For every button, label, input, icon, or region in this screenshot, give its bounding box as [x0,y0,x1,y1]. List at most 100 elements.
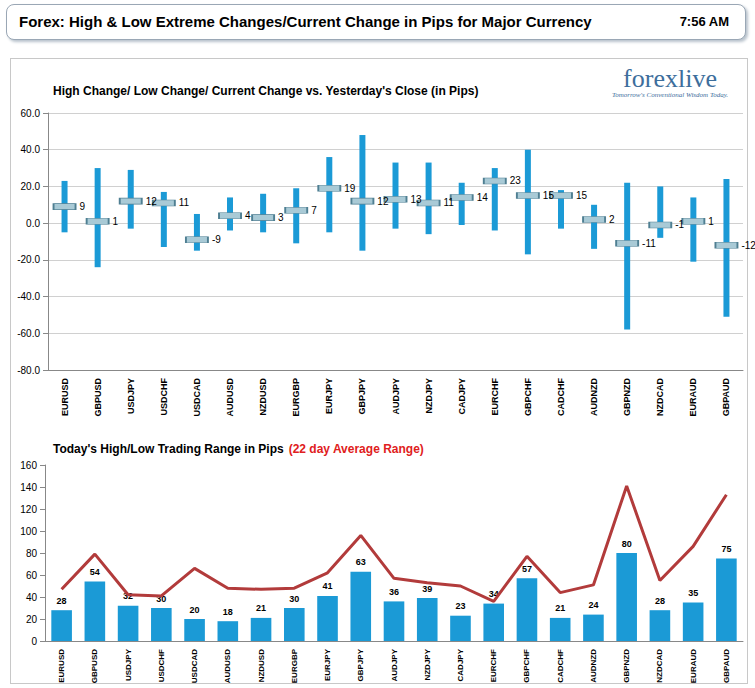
svg-text:NZDCAD: NZDCAD [655,378,665,416]
svg-text:Today's High/Low Trading Range: Today's High/Low Trading Range in Pips [53,442,284,456]
svg-text:54: 54 [90,567,100,577]
svg-text:CADJPY: CADJPY [456,648,465,681]
svg-text:(22 day Average Range): (22 day Average Range) [289,442,424,456]
svg-text:USDCHF: USDCHF [159,377,169,415]
svg-text:AUDJPY: AUDJPY [390,648,399,681]
svg-text:NZDJPY: NZDJPY [423,648,432,680]
svg-text:EURAUD: EURAUD [688,378,698,417]
svg-text:15: 15 [576,190,588,201]
svg-text:EURJPY: EURJPY [324,378,334,414]
svg-text:41: 41 [323,581,333,591]
svg-text:12: 12 [377,196,389,207]
svg-text:100: 100 [20,526,37,537]
svg-text:19: 19 [344,183,356,194]
svg-text:GBPCHF: GBPCHF [523,377,533,416]
svg-text:24: 24 [588,600,598,610]
svg-text:GBPUSD: GBPUSD [90,649,99,683]
svg-text:12: 12 [146,196,158,207]
svg-text:EURUSD: EURUSD [57,649,66,683]
svg-text:1: 1 [708,216,714,227]
svg-text:AUDNZD: AUDNZD [589,378,599,416]
svg-text:4: 4 [245,210,251,221]
svg-text:1: 1 [113,216,119,227]
svg-text:USDCAD: USDCAD [192,378,202,417]
svg-text:EURCHF: EURCHF [490,377,500,415]
svg-text:EURGBP: EURGBP [291,378,301,417]
svg-text:High Change/ Low Change/ Curre: High Change/ Low Change/ Current Change … [53,84,478,98]
svg-text:21: 21 [256,603,266,613]
svg-text:2: 2 [609,214,615,225]
svg-text:9: 9 [80,201,86,212]
svg-text:20.0: 20.0 [21,181,41,192]
svg-text:-1: -1 [675,219,684,230]
svg-text:GBPJPY: GBPJPY [356,648,365,681]
svg-text:USDJPY: USDJPY [126,378,136,414]
svg-text:36: 36 [389,587,399,597]
svg-text:7: 7 [311,205,317,216]
svg-text:USDCAD: USDCAD [190,649,199,683]
svg-text:-11: -11 [642,238,656,249]
svg-text:CADCHF: CADCHF [556,378,566,416]
svg-text:39: 39 [422,584,432,594]
svg-text:EURAUD: EURAUD [689,649,698,683]
svg-text:-40.0: -40.0 [17,291,40,302]
svg-text:EURGBP: EURGBP [290,648,299,683]
svg-text:80: 80 [26,548,38,559]
svg-text:21: 21 [555,603,565,613]
svg-text:EURJPY: EURJPY [323,648,332,681]
svg-text:30: 30 [289,594,299,604]
svg-text:23: 23 [455,601,465,611]
svg-text:GBPJPY: GBPJPY [357,378,367,415]
svg-text:14: 14 [477,192,489,203]
svg-text:11: 11 [444,197,455,208]
svg-text:GBPAUD: GBPAUD [722,649,731,683]
svg-text:CADCHF: CADCHF [556,649,565,683]
svg-text:11: 11 [179,197,190,208]
svg-text:13: 13 [410,194,422,205]
svg-text:GBPAUD: GBPAUD [721,378,731,417]
svg-text:AUDUSD: AUDUSD [223,649,232,683]
svg-text:63: 63 [356,557,366,567]
svg-text:AUDUSD: AUDUSD [225,378,235,417]
svg-text:GBPNZD: GBPNZD [622,378,632,417]
svg-text:0.0: 0.0 [26,218,40,229]
svg-text:35: 35 [688,588,698,598]
svg-text:15: 15 [543,190,555,201]
svg-text:75: 75 [721,544,731,554]
svg-text:23: 23 [510,175,522,186]
svg-text:GBPCHF: GBPCHF [522,649,531,683]
svg-text:40.0: 40.0 [21,144,41,155]
svg-text:-12: -12 [741,240,755,251]
svg-text:AUDNZD: AUDNZD [589,649,598,683]
svg-text:40: 40 [26,592,38,603]
svg-text:NZDCAD: NZDCAD [655,649,664,683]
svg-text:160: 160 [20,460,37,471]
svg-text:28: 28 [655,596,665,606]
svg-text:28: 28 [57,596,67,606]
svg-text:NZDJPY: NZDJPY [424,378,434,414]
svg-text:AUDJPY: AUDJPY [391,378,401,415]
svg-text:EURUSD: EURUSD [60,378,70,417]
svg-text:80: 80 [622,539,632,549]
svg-text:20: 20 [26,614,38,625]
svg-text:57: 57 [522,564,532,574]
svg-text:-9: -9 [212,234,221,245]
svg-text:3: 3 [278,212,284,223]
svg-text:18: 18 [223,607,233,617]
svg-text:-80.0: -80.0 [17,365,40,376]
svg-text:-20.0: -20.0 [17,254,40,265]
svg-text:USDCHF: USDCHF [157,649,166,682]
svg-text:-60.0: -60.0 [17,328,40,339]
svg-text:60.0: 60.0 [21,108,41,119]
svg-text:USDJPY: USDJPY [124,648,133,681]
svg-text:0: 0 [31,636,37,647]
svg-text:120: 120 [20,504,37,515]
svg-text:NZDUSD: NZDUSD [258,378,268,416]
svg-text:CADJPY: CADJPY [457,378,467,415]
svg-text:EURCHF: EURCHF [489,649,498,682]
svg-text:140: 140 [20,482,37,493]
svg-text:20: 20 [190,605,200,615]
svg-text:NZDUSD: NZDUSD [257,649,266,683]
svg-text:GBPUSD: GBPUSD [93,378,103,417]
svg-text:60: 60 [26,570,38,581]
